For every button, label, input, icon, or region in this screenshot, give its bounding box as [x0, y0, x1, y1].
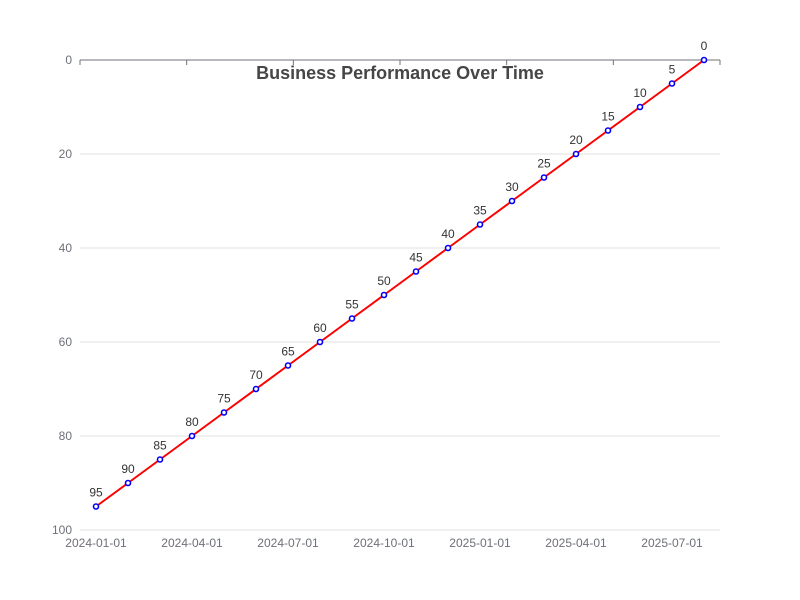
data-label: 60: [313, 321, 327, 335]
x-tick-label: 2025-04-01: [545, 536, 607, 550]
series-line: [95, 59, 705, 508]
data-point-marker: [124, 479, 132, 487]
data-point-marker: [380, 291, 388, 299]
data-label: 30: [505, 180, 519, 194]
data-point-marker: [92, 503, 100, 510]
data-point-marker: [540, 174, 548, 181]
x-tick-label: 2025-01-01: [449, 536, 511, 550]
x-tick-label: 2025-07-01: [641, 536, 703, 550]
data-label: 85: [153, 439, 167, 453]
data-label: 95: [89, 486, 103, 500]
data-label: 40: [441, 227, 455, 241]
data-point-marker: [668, 80, 676, 87]
data-point-marker: [220, 409, 228, 416]
data-label: 50: [377, 274, 391, 288]
data-label: 0: [701, 39, 708, 53]
x-tick-label: 2024-01-01: [65, 536, 127, 550]
data-point-marker: [508, 197, 516, 205]
data-point-marker: [188, 432, 196, 440]
data-point-marker: [412, 268, 420, 275]
x-tick-label: 2024-04-01: [161, 536, 223, 550]
data-label: 75: [217, 392, 231, 406]
data-label: 35: [473, 204, 487, 218]
data-label: 90: [121, 462, 135, 476]
x-tick-label: 2024-10-01: [353, 536, 415, 550]
data-point-marker: [284, 362, 292, 369]
data-label: 55: [345, 298, 359, 312]
data-point-marker: [636, 103, 644, 111]
data-label: 65: [281, 345, 295, 359]
data-label: 80: [185, 415, 199, 429]
data-point-marker: [604, 127, 612, 134]
data-point-marker: [252, 385, 260, 393]
y-tick-label: 0: [65, 53, 72, 67]
data-label: 20: [569, 133, 583, 147]
y-tick-label: 60: [59, 335, 73, 349]
data-point-marker: [316, 338, 324, 346]
data-point-marker: [444, 244, 452, 252]
y-tick-label: 80: [59, 429, 73, 443]
data-label: 45: [409, 251, 423, 265]
y-tick-label: 100: [52, 523, 72, 537]
chart-title: Business Performance Over Time: [256, 63, 544, 83]
y-tick-label: 20: [59, 147, 73, 161]
data-label: 10: [633, 86, 647, 100]
x-tick-label: 2024-07-01: [257, 536, 319, 550]
series-line-group: [92, 56, 708, 510]
data-point-marker: [156, 456, 164, 463]
data-label: 15: [601, 110, 615, 124]
data-point-marker: [572, 150, 580, 158]
y-tick-label: 40: [59, 241, 73, 255]
data-point-marker: [476, 221, 484, 228]
grid-lines: [80, 153, 720, 437]
data-label: 25: [537, 157, 551, 171]
data-point-marker: [348, 315, 356, 322]
data-point-marker: [700, 56, 708, 64]
data-label: 5: [669, 63, 676, 77]
data-label: 70: [249, 368, 263, 382]
